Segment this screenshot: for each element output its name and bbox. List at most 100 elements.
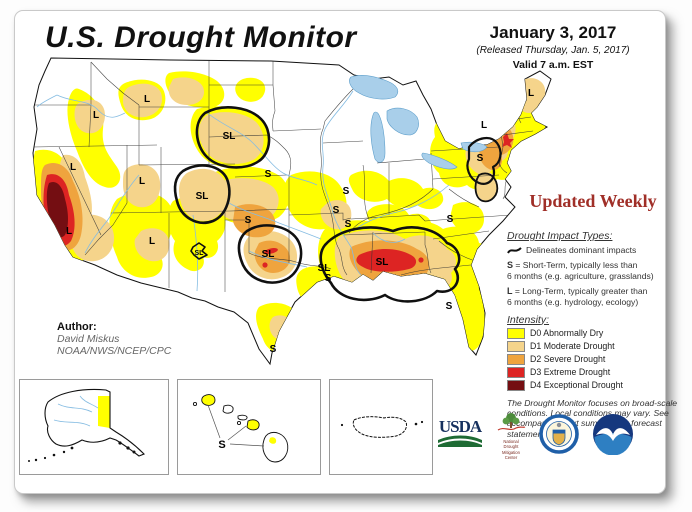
- long-term-line1: = Long-Term, typically greater than: [514, 285, 648, 296]
- short-term-definition: S = Short-Term, typically less than 6 mo…: [507, 260, 685, 281]
- map-label-l: L: [481, 120, 487, 131]
- puerto-rico-outline: [352, 416, 407, 438]
- rivers: [36, 90, 450, 292]
- hawaii-impact-label: S: [218, 439, 225, 451]
- legend-panel: Drought Impact Types: Delineates dominan…: [507, 230, 685, 439]
- updated-weekly-note: Updated Weekly: [529, 191, 657, 211]
- alaska-d0-region: [98, 396, 110, 428]
- intensity-swatch-d4: [507, 380, 525, 391]
- map-label-s: S: [325, 273, 332, 284]
- map-label-s: S: [345, 219, 352, 230]
- page-title: U.S. Drought Monitor: [45, 21, 357, 54]
- map-label-l: L: [528, 88, 534, 99]
- intensity-item-d1: D1 Moderate Drought: [507, 341, 685, 352]
- agency-logos: USDA National Drought Mitigation Center: [437, 411, 667, 461]
- aleutian-islands: [28, 441, 136, 462]
- impact-squiggle-icon: [507, 246, 522, 254]
- author-heading: Author:: [57, 321, 97, 333]
- impact-types-heading: Drought Impact Types:: [507, 230, 613, 242]
- map-date: January 3, 2017: [489, 23, 617, 42]
- map-label-sl: SL: [195, 250, 205, 257]
- map-label-l: L: [139, 176, 145, 187]
- map-label-sl: SL: [223, 131, 236, 142]
- long-term-line2: 6 months (e.g. hydrology, ecology): [507, 296, 639, 307]
- map-label-s: S: [477, 153, 484, 164]
- map-label-s: S: [446, 301, 453, 312]
- alaska-rivers: [53, 395, 99, 427]
- puerto-rico-map: [340, 416, 424, 438]
- author-name: David Miskus: [57, 333, 120, 345]
- pr-small-islands: [340, 420, 424, 427]
- page-card: U.S. Drought Monitor January 3, 2017 (Re…: [14, 10, 677, 494]
- intensity-label-d1: D1 Moderate Drought: [530, 341, 615, 352]
- intensity-legend: D0 Abnormally Dry D1 Moderate Drought D2 S…: [507, 328, 685, 391]
- map-label-l: L: [70, 162, 76, 173]
- ndmc-text-line: Drought: [503, 444, 519, 450]
- hawaii-islands: [192, 394, 289, 463]
- usda-swoosh: [438, 435, 482, 448]
- delineates-row: Delineates dominant impacts: [507, 245, 685, 255]
- intensity-item-d2: D2 Severe Drought: [507, 354, 685, 365]
- map-label-s: S: [343, 186, 350, 197]
- release-date: (Released Thursday, Jan. 5, 2017): [476, 45, 630, 56]
- commerce-seal: [539, 413, 579, 454]
- ndmc-text-line: Center: [504, 454, 518, 460]
- intensity-item-d0: D0 Abnormally Dry: [507, 328, 685, 339]
- noaa-emblem: [593, 413, 633, 455]
- map-label-s: S: [270, 344, 277, 355]
- intensity-item-d4: D4 Exceptional Drought: [507, 380, 685, 391]
- author-block: Author: David Miskus NOAA/NWS/NCEP/CPC: [57, 321, 171, 357]
- map-label-l: L: [93, 110, 99, 121]
- ndmc-text-line: National: [503, 439, 519, 444]
- intensity-swatch-d1: [507, 341, 525, 352]
- map-label-s: S: [333, 205, 340, 216]
- hawaii-map: S: [192, 394, 289, 463]
- ndmc-text: National Drought Mitigation Center: [496, 439, 526, 460]
- valid-time: Valid 7 a.m. EST: [512, 59, 594, 71]
- alaska-inset: [19, 379, 169, 475]
- map-label-sl: SL: [376, 257, 389, 268]
- impact-outlines: [173, 106, 502, 303]
- ndmc-tree-icon: [497, 413, 526, 431]
- alaska-map: [28, 388, 145, 462]
- intensity-swatch-d2: [507, 354, 525, 365]
- short-term-letter: S: [507, 260, 514, 271]
- noaa-logo: [592, 413, 634, 460]
- short-term-line2: 6 months (e.g. agriculture, grasslands): [507, 270, 654, 281]
- delineates-label: Delineates dominant impacts: [526, 245, 637, 255]
- author-org: NOAA/NWS/NCEP/CPC: [57, 345, 172, 357]
- disclaimer-text: The Drought Monitor focuses on broad-sca…: [507, 397, 678, 439]
- map-label-s: S: [265, 169, 272, 180]
- commerce-seal-logo: [539, 413, 579, 460]
- map-label-l: L: [149, 236, 155, 247]
- date-block: January 3, 2017 (Released Thursday, Jan.…: [445, 23, 661, 71]
- map-label-l: L: [66, 226, 72, 237]
- map-label-l: L: [144, 94, 150, 105]
- alaska-outline: [44, 388, 145, 457]
- map-label-sl: SL: [318, 263, 331, 274]
- great-lakes: [349, 75, 488, 170]
- hawaii-inset: S: [177, 379, 321, 475]
- hawaii-callout-lines: [207, 404, 265, 447]
- map-label-sl: SL: [196, 191, 209, 202]
- usda-logo: USDA: [437, 416, 483, 453]
- ndmc-logo: National Drought Mitigation Center: [496, 412, 526, 460]
- intensity-heading: Intensity:: [507, 313, 550, 326]
- intensity-label-d0: D0 Abnormally Dry: [530, 328, 604, 339]
- usda-wordmark: USDA: [438, 416, 482, 436]
- intensity-swatch-d3: [507, 367, 525, 378]
- intensity-item-d3: D3 Extreme Drought: [507, 367, 685, 378]
- map-label-s: S: [447, 214, 454, 225]
- map-label-sl: SL: [262, 249, 275, 260]
- long-term-letter: L: [507, 285, 513, 296]
- long-term-definition: L = Long-Term, typically greater than 6 …: [507, 286, 685, 307]
- map-label-s: S: [245, 215, 252, 226]
- intensity-label-d2: D2 Severe Drought: [530, 354, 606, 365]
- intensity-swatch-d0: [507, 328, 525, 339]
- intensity-label-d3: D3 Extreme Drought: [530, 367, 611, 378]
- ndmc-text-line: Mitigation: [502, 449, 520, 455]
- puerto-rico-inset: [329, 379, 433, 475]
- short-term-line1: = Short-Term, typically less than: [515, 260, 638, 271]
